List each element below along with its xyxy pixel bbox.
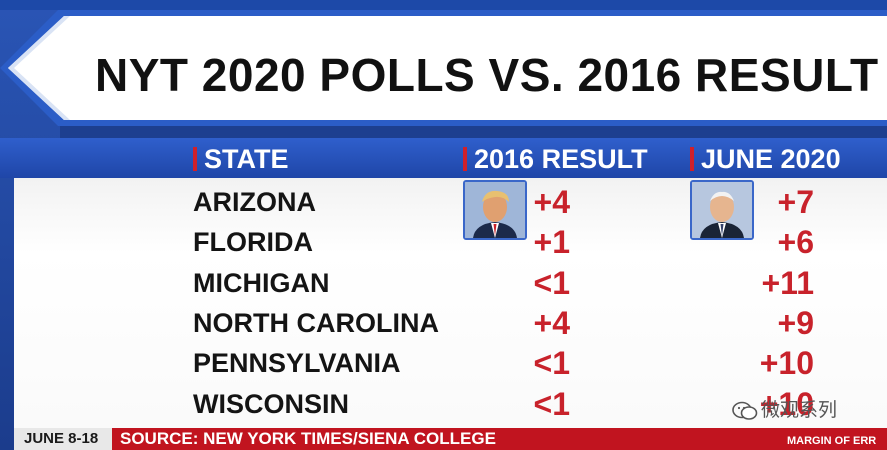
- table-row: PENNSYLVANIA <1 +10: [0, 343, 887, 383]
- header-state-label: STATE: [204, 144, 289, 174]
- result-2016: +1: [533, 224, 570, 260]
- watermark: 微观系列: [732, 398, 837, 424]
- state-name: MICHIGAN: [193, 268, 330, 298]
- header-tick: [690, 146, 694, 171]
- header-state: STATE: [193, 142, 289, 176]
- table-row: ARIZONA +4 +7: [0, 182, 887, 222]
- result-june-2020: +7: [777, 184, 814, 220]
- result-june-2020: +9: [777, 305, 814, 341]
- result-june-2020: +6: [777, 224, 814, 260]
- table-row: WISCONSIN <1 +10: [0, 384, 887, 424]
- state-name: FLORIDA: [193, 227, 313, 257]
- title-banner: [0, 10, 887, 132]
- watermark-text: 微观系列: [761, 400, 838, 421]
- wechat-icon: [732, 401, 758, 421]
- trump-portrait-icon: [463, 180, 527, 240]
- margin-of-error-text: MARGIN OF ERR: [787, 435, 877, 447]
- table-row: NORTH CAROLINA +4 +9: [0, 303, 887, 343]
- result-2016: <1: [533, 265, 570, 301]
- biden-portrait-icon: [690, 180, 754, 240]
- header-june-2020: JUNE 2020: [690, 142, 841, 176]
- table-row: FLORIDA +1 +6: [0, 222, 887, 262]
- state-name: ARIZONA: [193, 187, 316, 217]
- state-name: PENNSYLVANIA: [193, 348, 401, 378]
- source-text: SOURCE: NEW YORK TIMES/SIENA COLLEGE: [120, 429, 496, 448]
- header-2020-label: JUNE 2020: [701, 144, 841, 174]
- result-june-2020: +10: [759, 386, 814, 422]
- result-2016: <1: [533, 345, 570, 381]
- result-june-2020: +11: [761, 265, 814, 301]
- header-2016-result: 2016 RESULT: [463, 142, 648, 176]
- table-row: MICHIGAN <1 +11: [0, 263, 887, 303]
- background-top-stripe: [0, 0, 887, 10]
- header-tick: [193, 146, 197, 171]
- result-2016: +4: [533, 305, 570, 341]
- state-name: WISCONSIN: [193, 389, 350, 419]
- date-tag: JUNE 8-18: [14, 428, 112, 450]
- title-banner-shape: [0, 10, 887, 126]
- header-2016-label: 2016 RESULT: [474, 144, 648, 174]
- page-title: NYT 2020 POLLS VS. 2016 RESULT: [95, 49, 879, 101]
- result-june-2020: +10: [759, 345, 814, 381]
- bottom-ticker-bar: [14, 428, 887, 450]
- header-tick: [463, 146, 467, 171]
- column-header-bar: [0, 138, 887, 178]
- state-name: NORTH CAROLINA: [193, 308, 439, 338]
- result-2016: +4: [533, 184, 570, 220]
- result-2016: <1: [533, 386, 570, 422]
